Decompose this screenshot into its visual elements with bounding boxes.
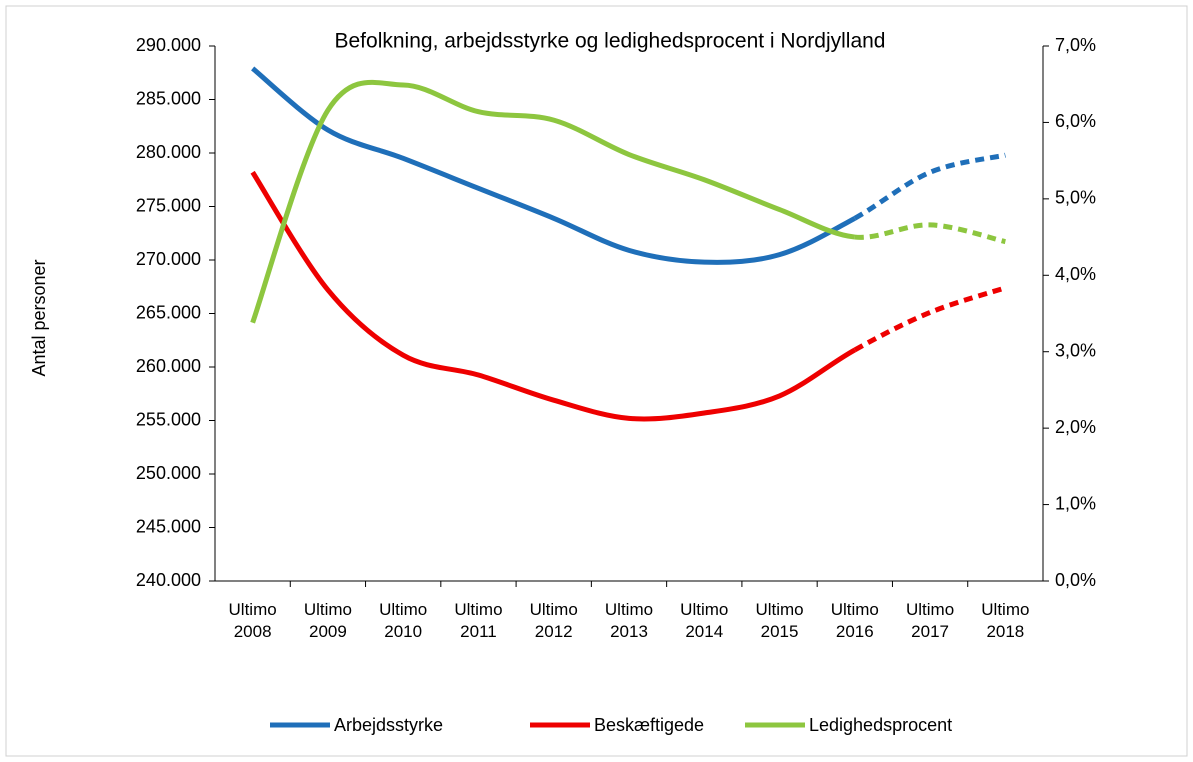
line-series xyxy=(250,170,857,422)
y-tick-label: 265.000 xyxy=(136,302,201,322)
y2-tick-label: 1,0% xyxy=(1055,493,1096,513)
x-tick-label: Ultimo 2013 xyxy=(604,600,654,641)
y-tick-label: 260.000 xyxy=(136,356,201,376)
chart-title: Befolkning, arbejdsstyrke og ledighedspr… xyxy=(335,30,886,53)
x-tick-label: Ultimo 2012 xyxy=(529,600,578,641)
y-axis-title: Antal personer xyxy=(29,259,49,376)
legend-label: Ledighedsprocent xyxy=(809,715,952,735)
y-tick-label: 280.000 xyxy=(136,142,201,162)
y-tick-label: 245.000 xyxy=(136,516,201,536)
y2-tick-label: 2,0% xyxy=(1055,417,1096,437)
y-tick-label: 270.000 xyxy=(136,249,201,269)
line-series xyxy=(251,66,857,265)
y2-tick-label: 0,0% xyxy=(1055,570,1096,590)
x-tick-label: Ultimo 2017 xyxy=(905,600,955,641)
chart-border xyxy=(5,5,1188,757)
x-tick-label: Ultimo 2008 xyxy=(228,600,277,641)
y-tick-label: 250.000 xyxy=(136,463,201,483)
y-tick-label: 240.000 xyxy=(136,570,201,590)
y-tick-label: 285.000 xyxy=(136,88,201,108)
legend-label: Beskæftigede xyxy=(594,715,704,735)
x-tick-label: Ultimo 2011 xyxy=(454,600,503,641)
y2-tick-label: 7,0% xyxy=(1055,35,1096,55)
legend-label: Arbejdsstyrke xyxy=(334,715,443,735)
x-tick-label: Ultimo 2014 xyxy=(680,600,729,641)
y-tick-label: 255.000 xyxy=(136,409,201,429)
x-tick-label: Ultimo 2009 xyxy=(303,600,352,641)
line-series-forecast xyxy=(854,222,1006,245)
y2-tick-label: 6,0% xyxy=(1055,111,1096,131)
y2-tick-label: 5,0% xyxy=(1055,188,1096,208)
x-tick-label: Ultimo 2010 xyxy=(379,600,428,641)
x-tick-label: Ultimo 2015 xyxy=(755,600,804,641)
y2-tick-label: 3,0% xyxy=(1055,340,1096,360)
x-tick-label: Ultimo 2016 xyxy=(830,600,879,641)
y-tick-label: 275.000 xyxy=(136,195,201,215)
y-tick-label: 290.000 xyxy=(136,35,201,55)
line-series xyxy=(250,79,856,324)
y2-tick-label: 4,0% xyxy=(1055,264,1096,284)
x-tick-label: Ultimo 2018 xyxy=(981,600,1030,641)
